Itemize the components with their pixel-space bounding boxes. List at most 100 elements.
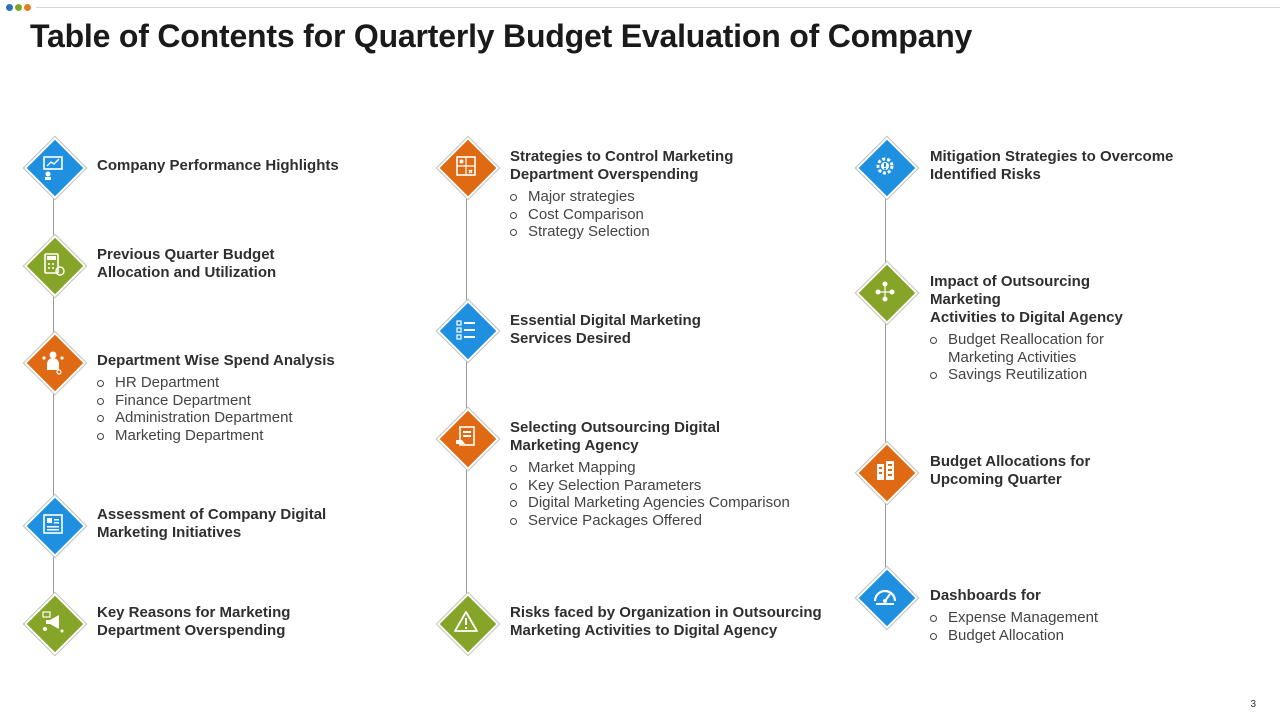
presentation-chart-icon: [43, 156, 63, 180]
warning-icon: [454, 611, 478, 632]
item-heading: Dashboards for: [930, 587, 1260, 605]
heading-line: Department Overspending: [97, 622, 286, 639]
col1-node-5: [23, 592, 87, 656]
sub-list: Major strategies Cost Comparison Strategy …: [510, 188, 840, 241]
calculator-budget-icon: [44, 253, 65, 276]
item-heading: Strategies to Control Marketing Departmen…: [510, 148, 840, 184]
sub-list-item: Finance Department: [97, 392, 427, 410]
checklist-icon: [456, 320, 475, 340]
col1-node-4: [23, 494, 87, 558]
col1-connector: [53, 166, 54, 622]
sub-list-item: Expense Management: [930, 609, 1260, 627]
sub-list-item: HR Department: [97, 374, 427, 392]
sub-list-item: Market Mapping: [510, 459, 840, 477]
heading-line: Marketing Activities to Digital Agency: [510, 622, 778, 639]
col2-item-1[interactable]: Strategies to Control Marketing Departmen…: [510, 148, 840, 241]
sub-list-item: Budget Reallocation for Marketing Activi…: [930, 331, 1130, 366]
col2-item-3[interactable]: Selecting Outsourcing Digital Marketing A…: [510, 419, 840, 529]
person-departments-icon: [42, 351, 64, 375]
col3-item-2[interactable]: Impact of Outsourcing Marketing Activitie…: [930, 273, 1130, 384]
digital-dashboard-icon: [43, 514, 63, 534]
col3-item-4[interactable]: Dashboards for Expense Management Budget A…: [930, 587, 1260, 644]
col2-node-3: [436, 407, 500, 471]
item-heading: Budget Allocations for Upcoming Quarter: [930, 453, 1260, 489]
col3-connector: [885, 166, 886, 596]
heading-line: Services Desired: [510, 330, 631, 347]
heading-line: Allocation and Utilization: [97, 264, 277, 281]
item-heading: Assessment of Company Digital Marketing I…: [97, 506, 427, 542]
heading-line: Selecting Outsourcing Digital: [510, 419, 721, 436]
sub-list: Expense Management Budget Allocation: [930, 609, 1260, 644]
sub-list-item: Savings Reutilization: [930, 366, 1130, 384]
col2-connector: [466, 166, 467, 622]
dot-orange: [24, 4, 31, 11]
col1-item-5[interactable]: Key Reasons for Marketing Department Over…: [97, 604, 427, 640]
top-rule: [36, 7, 1280, 8]
item-heading: Key Reasons for Marketing Department Over…: [97, 604, 427, 640]
budget-building-icon: [877, 461, 894, 480]
heading-line: Mitigation Strategies to Overcome: [930, 148, 1174, 165]
sub-list: Market Mapping Key Selection Parameters Di…: [510, 459, 840, 529]
sub-list-item: Administration Department: [97, 409, 427, 427]
col1-node-3: [23, 331, 87, 395]
col3-node-2: [855, 261, 919, 325]
col1-item-1[interactable]: Company Performance Highlights: [97, 157, 427, 175]
heading-line: Impact of Outsourcing Marketing: [930, 273, 1091, 308]
col3-node-4: [855, 566, 919, 630]
dot-green: [15, 4, 22, 11]
heading-line: Company Performance Highlights: [97, 157, 339, 174]
col3-node-1: [855, 136, 919, 200]
heading-line: Dashboards for: [930, 587, 1041, 604]
item-heading: Impact of Outsourcing Marketing Activitie…: [930, 273, 1130, 327]
item-heading: Selecting Outsourcing Digital Marketing A…: [510, 419, 840, 455]
item-heading: Essential Digital Marketing Services Desi…: [510, 312, 840, 348]
item-heading: Company Performance Highlights: [97, 157, 427, 175]
col2-item-2[interactable]: Essential Digital Marketing Services Desi…: [510, 312, 840, 348]
outsourcing-network-icon: [875, 281, 895, 302]
heading-line: Essential Digital Marketing: [510, 312, 701, 329]
heading-line: Marketing Initiatives: [97, 524, 242, 541]
item-heading: Mitigation Strategies to Overcome Identif…: [930, 148, 1260, 184]
dot-blue: [6, 4, 13, 11]
sub-list-item: Marketing Department: [97, 427, 427, 445]
col1-item-3[interactable]: Department Wise Spend Analysis HR Departm…: [97, 352, 427, 444]
sub-list-item: Cost Comparison: [510, 206, 840, 224]
col1-item-2[interactable]: Previous Quarter Budget Allocation and Ut…: [97, 246, 427, 282]
heading-line: Previous Quarter Budget: [97, 246, 275, 263]
sub-list-item: Service Packages Offered: [510, 512, 840, 530]
col1-node-1: [23, 136, 87, 200]
heading-line: Identified Risks: [930, 166, 1041, 183]
marketing-megaphone-icon: [42, 611, 64, 633]
col1-item-4[interactable]: Assessment of Company Digital Marketing I…: [97, 506, 427, 542]
col2-item-4[interactable]: Risks faced by Organization in Outsourci…: [510, 604, 840, 640]
item-heading: Previous Quarter Budget Allocation and Ut…: [97, 246, 427, 282]
strategy-board-icon: [456, 156, 476, 176]
col3-node-3: [855, 441, 919, 505]
item-heading: Department Wise Spend Analysis: [97, 352, 427, 370]
heading-line: Department Overspending: [510, 166, 699, 183]
sub-list-item: Strategy Selection: [510, 223, 840, 241]
heading-line: Key Reasons for Marketing: [97, 604, 291, 621]
col2-node-1: [436, 136, 500, 200]
heading-line: Budget Allocations for: [930, 453, 1091, 470]
page-number: 3: [1250, 699, 1256, 710]
item-heading: Risks faced by Organization in Outsourci…: [510, 604, 840, 640]
sub-list-item: Major strategies: [510, 188, 840, 206]
sub-list-item: Key Selection Parameters: [510, 477, 840, 495]
heading-line: Department Wise Spend Analysis: [97, 352, 335, 369]
heading-line: Marketing Agency: [510, 437, 639, 454]
col2-node-2: [436, 299, 500, 363]
sub-list: HR Department Finance Department Administr…: [97, 374, 427, 444]
heading-line: Assessment of Company Digital: [97, 506, 327, 523]
heading-line: Strategies to Control Marketing: [510, 148, 734, 165]
window-dots: [6, 4, 31, 11]
col3-item-1[interactable]: Mitigation Strategies to Overcome Identif…: [930, 148, 1260, 184]
col1-node-2: [23, 234, 87, 298]
sub-list-item: Digital Marketing Agencies Comparison: [510, 494, 840, 512]
col3-item-3[interactable]: Budget Allocations for Upcoming Quarter: [930, 453, 1260, 489]
speedometer-icon: [873, 589, 897, 605]
gear-shield-icon: [876, 157, 894, 175]
col2-node-4: [436, 592, 500, 656]
heading-line: Upcoming Quarter: [930, 471, 1062, 488]
heading-line: Risks faced by Organization in Outsourci…: [510, 604, 822, 621]
